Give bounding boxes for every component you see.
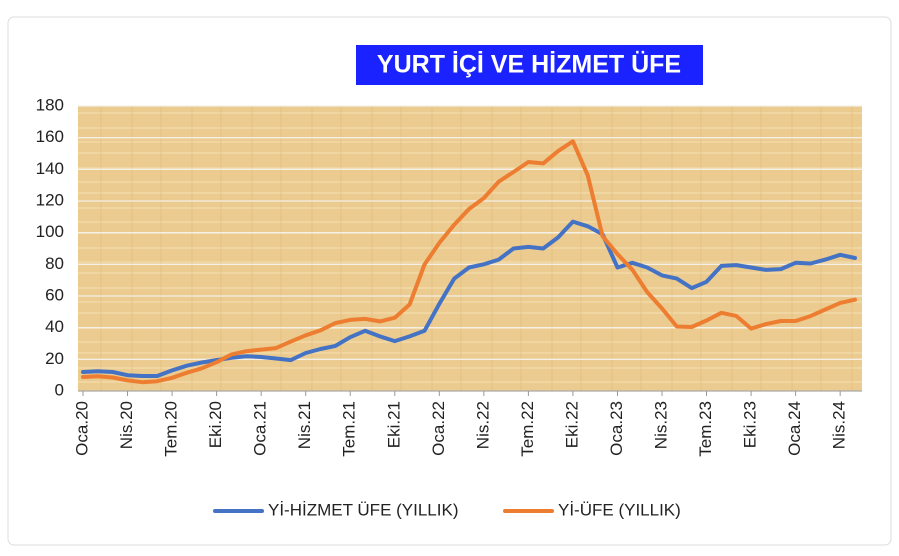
- x-tick-label: Tem.23: [696, 401, 715, 457]
- y-tick-label: 160: [36, 127, 64, 146]
- x-tick-label: Nis.24: [830, 401, 849, 449]
- y-tick-label: 80: [45, 254, 64, 273]
- legend-label: Yİ-ÜFE (YILLIK): [558, 500, 681, 519]
- y-tick-label: 100: [36, 222, 64, 241]
- x-tick-label: Eki.20: [206, 401, 225, 448]
- y-tick-label: 120: [36, 190, 64, 209]
- y-tick-label: 20: [45, 349, 64, 368]
- x-tick-label: Oca.23: [607, 401, 626, 456]
- y-tick-label: 0: [55, 380, 64, 399]
- x-tick-label: Oca.22: [429, 401, 448, 456]
- series-line: [81, 219, 857, 378]
- x-tick-label: Oca.21: [251, 401, 270, 456]
- legend-label: Yİ-HİZMET ÜFE (YILLIK): [268, 500, 459, 519]
- y-tick-label: 40: [45, 317, 64, 336]
- x-tick-label: Nis.21: [295, 401, 314, 449]
- x-tick-label: Nis.23: [651, 401, 670, 449]
- x-tick-label: Tem.21: [340, 401, 359, 457]
- x-tick-label: Oca.24: [785, 401, 804, 456]
- y-tick-label: 60: [45, 285, 64, 304]
- y-tick-label: 140: [36, 159, 64, 178]
- series-line: [81, 139, 857, 385]
- title-box: [356, 45, 703, 85]
- x-tick-label: Eki.22: [562, 401, 581, 448]
- x-tick-label: Oca.20: [72, 401, 91, 456]
- x-tick-label: Nis.22: [473, 401, 492, 449]
- x-tick-label: Nis.20: [117, 401, 136, 449]
- x-tick-label: Eki.21: [384, 401, 403, 448]
- plot-area: [78, 106, 862, 391]
- x-tick-label: Tem.22: [518, 401, 537, 457]
- x-tick-label: Eki.23: [741, 401, 760, 448]
- y-tick-label: 180: [36, 95, 64, 114]
- chart-title: YURT İÇİ VE HİZMET ÜFE: [377, 50, 681, 79]
- x-tick-label: Tem.20: [162, 401, 181, 457]
